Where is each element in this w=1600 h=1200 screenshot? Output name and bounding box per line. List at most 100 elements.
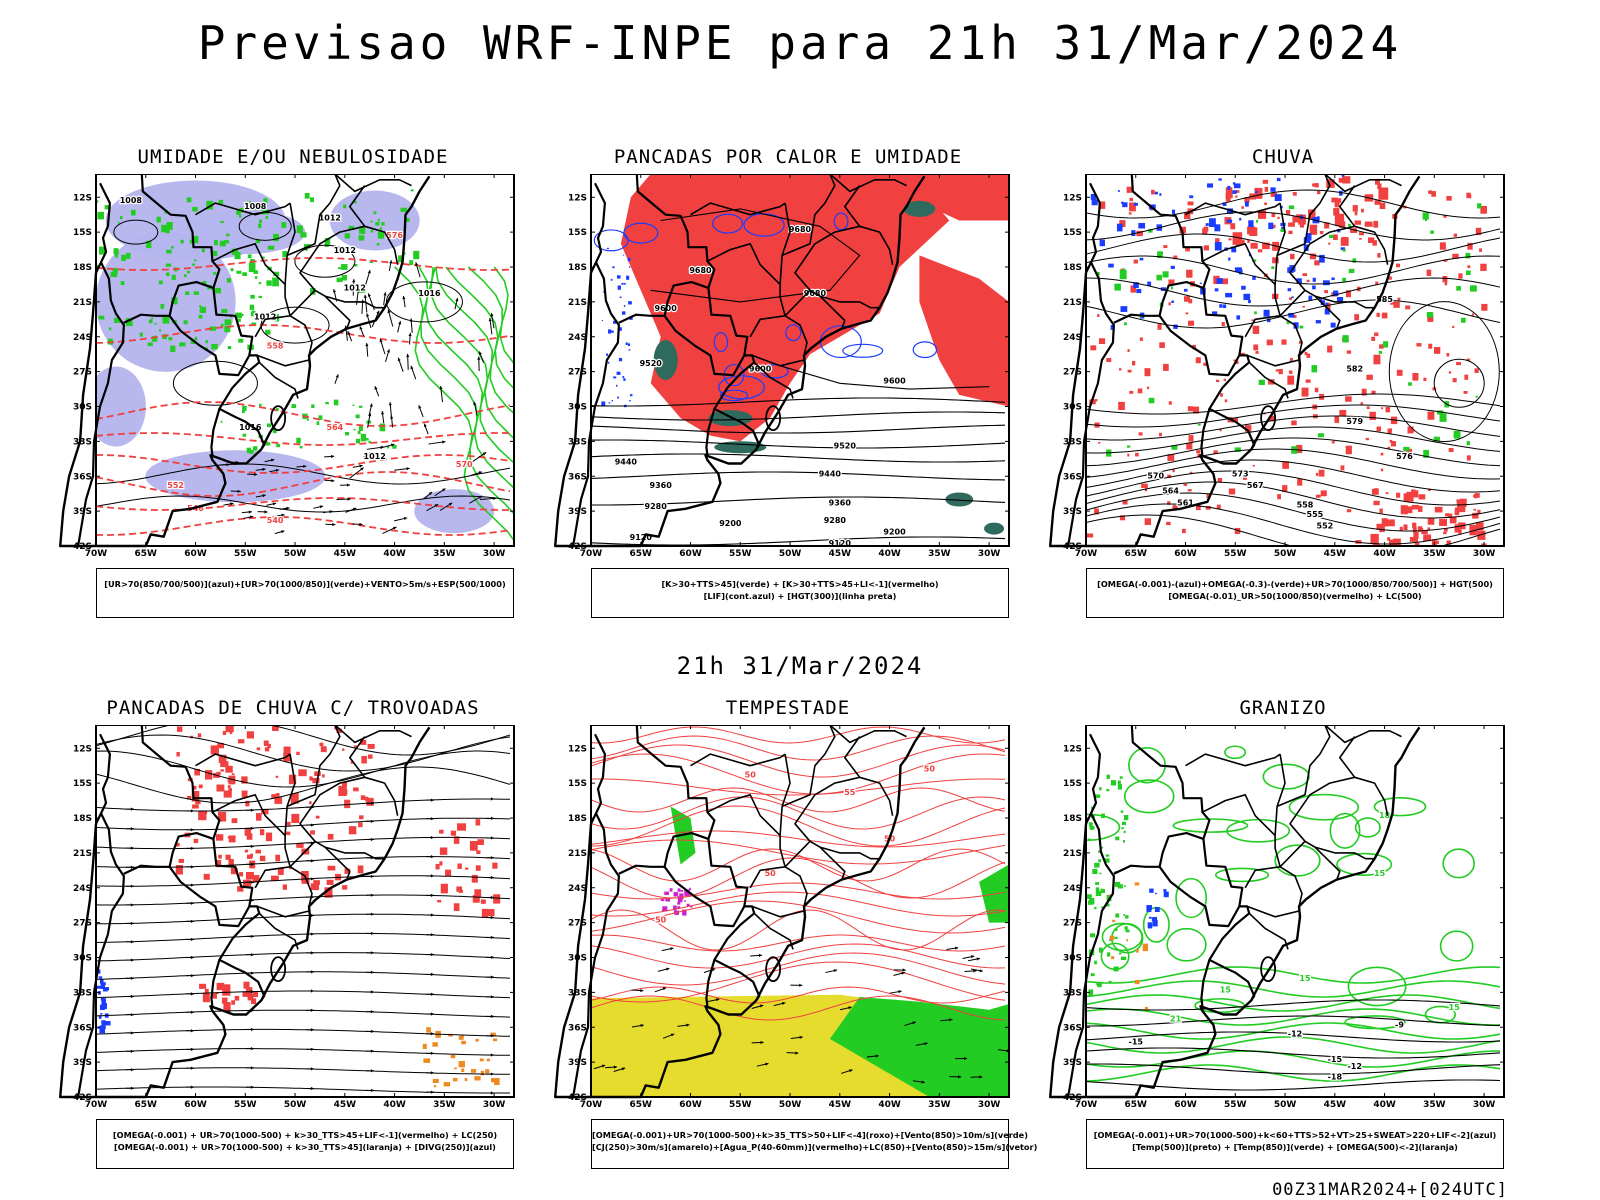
humidity-850-speck [369, 260, 373, 264]
omega-speck [1090, 193, 1096, 200]
storm-speck [259, 855, 266, 862]
storm-speck [191, 790, 200, 802]
humidity-850-speck [211, 343, 218, 350]
temp-500-contour [1086, 999, 1501, 1011]
temp-speck [1100, 846, 1104, 849]
rain-speck [1272, 257, 1279, 264]
divergence-speck [101, 1021, 106, 1026]
state-border [334, 725, 412, 744]
storm-speck [679, 893, 684, 900]
humidity-850-speck [119, 216, 123, 220]
humidity-850-speck [160, 304, 165, 309]
storm-speck [336, 728, 342, 734]
height-500-contour [1086, 393, 1501, 415]
state-border [299, 225, 399, 291]
rain-speck [1439, 242, 1446, 250]
storm-speck [665, 897, 671, 902]
height-500-contour [1086, 415, 1501, 441]
rain-speck [1277, 494, 1282, 500]
state-border [690, 202, 786, 216]
humidity-850-speck [253, 270, 259, 274]
omega-strong-speck [1162, 271, 1169, 278]
temp-speck [1098, 859, 1102, 863]
rain-speck [1457, 501, 1466, 513]
storm-speck [176, 751, 180, 757]
rain-speck [1185, 247, 1190, 252]
flow-arrow-head [190, 1010, 194, 1014]
temp-850-contour [1172, 818, 1249, 833]
rain-speck [1454, 510, 1460, 516]
flow-arrow-head [250, 953, 254, 957]
humidity-850-speck [166, 272, 170, 276]
rain-speck [1396, 369, 1403, 376]
rain-speck [1320, 490, 1327, 497]
country-border [1208, 905, 1256, 1002]
precip-water-contour [591, 839, 1006, 865]
storm-speck [241, 776, 248, 784]
rain-speck [1291, 420, 1297, 426]
lat-label: 24S [1063, 884, 1082, 894]
contour-label: 1016 [239, 423, 262, 432]
contour-label: -12 [1347, 1062, 1361, 1071]
lat-label: 15S [73, 779, 92, 789]
orange-speck [422, 1043, 427, 1050]
legend-line: [OMEGA(-0.001) + UR>70(1000-500) + k>30_… [112, 1130, 498, 1140]
humidity-850-speck [201, 248, 205, 253]
k-index-area [714, 441, 767, 454]
state-border [779, 753, 791, 836]
contour-label: 15 [1449, 1003, 1461, 1012]
lon-label: 55W [1224, 1100, 1247, 1110]
rain-speck [1397, 297, 1401, 301]
lat-label: 39S [73, 1058, 92, 1068]
rain-speck [1390, 441, 1396, 447]
flow-arrow-head [130, 976, 134, 980]
lif-contour [712, 213, 744, 234]
lat-label: 39S [1063, 1058, 1082, 1068]
humidity-850-speck [275, 318, 280, 322]
omega-strong-speck [1124, 322, 1127, 326]
storm-speck [264, 747, 270, 752]
wind-vector-head [613, 1065, 618, 1069]
temp-speck [1108, 980, 1112, 984]
lat-label: 24S [568, 333, 587, 343]
lat-label: 24S [1063, 333, 1082, 343]
orange-speck [480, 1070, 485, 1076]
state-border [1289, 776, 1389, 842]
lif-speck [626, 275, 630, 280]
rain-speck [1193, 406, 1200, 414]
storm-speck [252, 875, 260, 883]
storm-speck [320, 746, 327, 753]
humidity-850-speck [213, 272, 217, 275]
rain-speck [1195, 504, 1201, 511]
state-border [284, 202, 296, 285]
humidity-850-speck [147, 342, 153, 347]
country-border [95, 733, 112, 825]
rain-speck [1477, 509, 1481, 515]
humidity-850-speck [189, 239, 194, 244]
wind-vector-head [369, 403, 373, 407]
wind-vector-head [670, 1033, 675, 1037]
storm-speck [475, 865, 481, 871]
temp-speck [1095, 882, 1099, 885]
country-border [572, 261, 621, 547]
omega-speck [1219, 304, 1223, 308]
rain-speck [1144, 488, 1148, 492]
lif-speck [625, 342, 628, 346]
omega-speck [1232, 190, 1237, 194]
rain-speck [1361, 208, 1364, 213]
omega-speck [1133, 202, 1138, 206]
rain-speck [1278, 368, 1283, 375]
contour-label: 15 [1299, 974, 1311, 983]
wind-vector-head [402, 295, 406, 300]
lon-label: 60W [184, 1100, 207, 1110]
rain-speck [1285, 209, 1291, 215]
coastline [554, 175, 926, 548]
flow-arrow-head [130, 994, 134, 999]
wind-vector-head [406, 467, 410, 471]
height-300-contour [591, 439, 1006, 449]
rain-speck [1327, 345, 1333, 353]
lon-label: 70W [85, 1100, 108, 1110]
omega-speck [1291, 296, 1294, 299]
instability-area [620, 174, 950, 442]
storm-speck [231, 1000, 236, 1005]
